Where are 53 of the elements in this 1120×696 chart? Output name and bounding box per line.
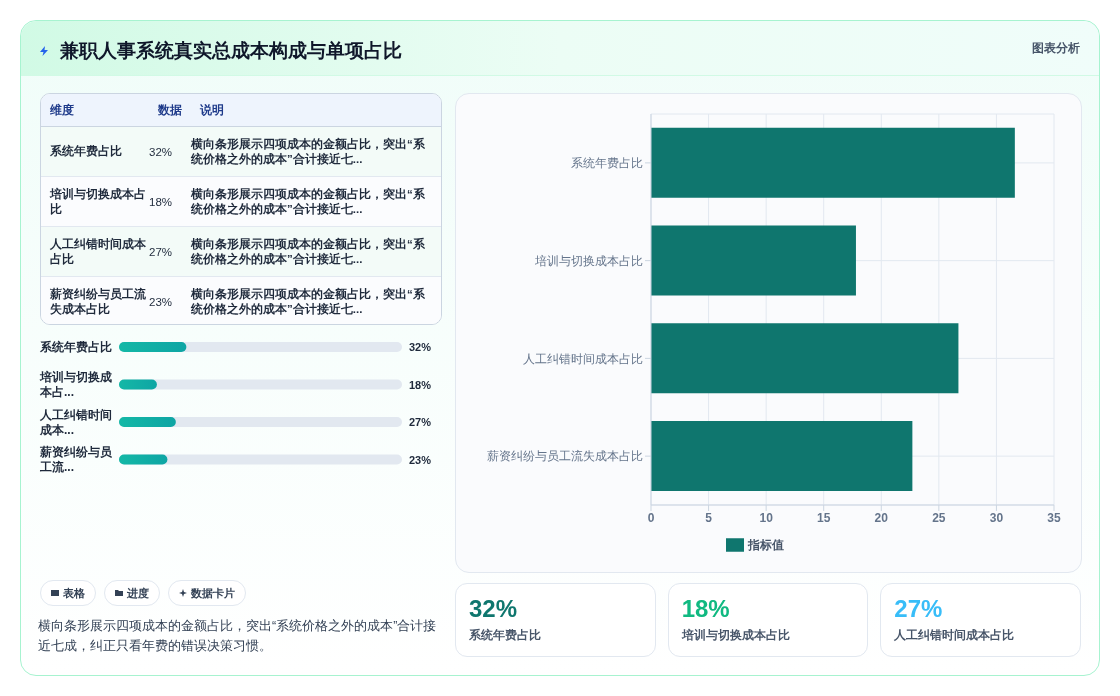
- x-tick-label: 30: [989, 510, 1004, 525]
- text: 32%: [469, 595, 518, 622]
- text: 27%: [149, 245, 173, 258]
- text: 图表分析: [1031, 40, 1080, 57]
- text: 23%: [149, 295, 173, 308]
- text: 横向条形展示四项成本的金额占比，突出“系统价格之外的成本”合计接近七成，纠正只看年费的错误决策习惯。: [38, 618, 438, 655]
- text: 兼职人事系统真实总成本构成与单项占比: [60, 39, 402, 63]
- x-tick-label: 35: [1047, 510, 1061, 525]
- y-tick-label: 培训与切换成本占比: [534, 253, 643, 268]
- category-label: 培训与切换成本占比: [681, 628, 791, 643]
- bar: [651, 225, 856, 296]
- text: 横向条形展示四项成本的金额占比，突出“系统价格之外的成本”合计接近七...: [191, 136, 426, 167]
- y-tick-label: 薪资纠纷与员工流失成本占比: [487, 449, 643, 464]
- bar: [119, 379, 157, 390]
- text: 18%: [149, 195, 173, 208]
- x-tick-label: 0: [647, 510, 655, 525]
- y-tick-label: 系统年费占比: [39, 339, 112, 354]
- bar: [651, 420, 913, 491]
- text: 横向条形展示四项成本的金额占比，突出“系统价格之外的成本”合计接近七...: [191, 236, 426, 267]
- x-tick-label: 5: [705, 510, 713, 525]
- y-tick-label: 人工纠错时间成本占比: [523, 351, 643, 366]
- text: 表格: [40, 580, 96, 606]
- category-label: 人工纠错时间成本占比: [894, 628, 1016, 643]
- text: 横向条形展示四项成本的金额占比，突出“系统价格之外的成本”合计接近七...: [191, 186, 426, 217]
- x-tick-label: 10: [759, 510, 774, 525]
- data-label: 23%: [409, 453, 432, 466]
- x-tick-label: 15: [817, 510, 831, 525]
- y-tick-label: 薪资纠纷与员工流...: [39, 445, 113, 475]
- text: 维度: [49, 102, 75, 118]
- text: 进度: [104, 580, 160, 606]
- bar: [651, 323, 959, 394]
- text: 27%: [894, 595, 943, 622]
- text: 说明: [200, 102, 224, 118]
- text: 32%: [149, 145, 173, 158]
- x-tick-label: 25: [932, 510, 946, 525]
- bar: [119, 342, 187, 352]
- x-tick-label: 20: [874, 510, 889, 525]
- text: 数据卡片: [168, 580, 246, 606]
- data-label: 18%: [409, 378, 432, 391]
- bar: [651, 127, 1015, 198]
- bar: [119, 454, 168, 465]
- y-tick-label: 人工纠错时间成本...: [39, 407, 112, 437]
- y-tick-label: 系统年费占比: [571, 156, 643, 171]
- data-label: 32%: [409, 341, 432, 353]
- category-label: 系统年费占比: [49, 144, 123, 159]
- text: 数据: [158, 102, 183, 118]
- text: 18%: [681, 595, 730, 622]
- data-label: 27%: [409, 416, 432, 428]
- text: 横向条形展示四项成本的金额占比，突出“系统价格之外的成本”合计接近七...: [191, 286, 426, 317]
- legend-label: 指标值: [748, 538, 784, 552]
- category-label: 系统年费占比: [469, 628, 542, 643]
- y-tick-label: 培训与切换成本占...: [39, 370, 112, 400]
- bar: [119, 417, 176, 427]
